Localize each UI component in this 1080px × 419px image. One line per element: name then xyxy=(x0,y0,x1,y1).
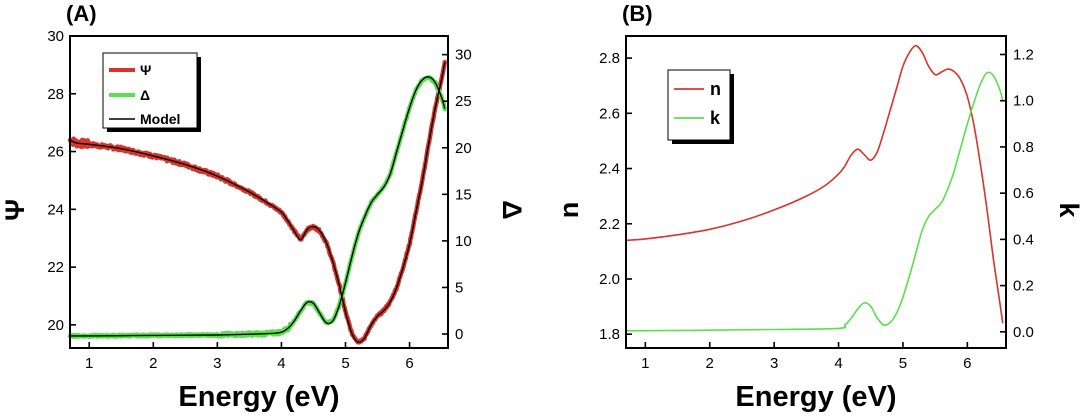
panel-b-legend-box xyxy=(667,69,731,141)
a-ytick-label: 20 xyxy=(47,317,64,334)
b-xtick-label: 3 xyxy=(770,355,778,372)
b-xtick-label: 2 xyxy=(706,355,714,372)
b-ytick-label: 1.8 xyxy=(599,326,620,343)
panel-b-ylabel: n xyxy=(554,202,584,219)
b-ytick-right-label: 1.0 xyxy=(1013,93,1034,110)
a-xtick-label: 6 xyxy=(405,355,413,372)
panel-a-frame xyxy=(69,35,449,349)
a-ytick-right-label: 25 xyxy=(455,93,472,110)
a-xtick-label: 4 xyxy=(277,355,285,372)
b-ytick-right-label: 1.2 xyxy=(1013,46,1034,63)
b-xtick-label: 6 xyxy=(963,355,971,372)
a-ytick-label: 28 xyxy=(47,86,64,103)
a-series-Model-left-line xyxy=(69,61,446,344)
a-ytick-right-label: 5 xyxy=(455,279,463,296)
legend-label-k: k xyxy=(710,108,721,128)
panel-a-legend: Ψ Δ Model xyxy=(102,52,201,132)
b-xtick-label: 1 xyxy=(641,355,649,372)
panel-b-series xyxy=(625,44,1004,332)
panel-b: (B) 1 2 3 4 5 6 1.8 2.0 2.2 2.4 2.6 2.8 0.0 0.2 0.4 0.6… xyxy=(554,1,1080,413)
a-ytick-label: 26 xyxy=(47,144,64,161)
legend-label-delta: Δ xyxy=(140,87,150,103)
a-ytick-label: 30 xyxy=(47,28,64,45)
b-series-n-left-line xyxy=(625,44,1004,324)
b-ytick-right-label: 0.8 xyxy=(1013,139,1034,156)
a-ytick-right-label: 10 xyxy=(455,233,472,250)
a-ytick-right-label: 15 xyxy=(455,186,472,203)
legend-label-n: n xyxy=(710,79,721,99)
a-ytick-label: 22 xyxy=(47,259,64,276)
b-ytick-label: 2.0 xyxy=(599,271,620,288)
panel-a-ylabel: Ψ xyxy=(0,199,30,221)
panel-b-xlabel: Energy (eV) xyxy=(735,381,896,413)
panel-a-ylabel-right: Δ xyxy=(497,200,527,219)
b-series-k-right-line xyxy=(625,71,1004,332)
panel-a-label: (A) xyxy=(66,1,97,26)
b-ytick-right-label: 0.0 xyxy=(1013,324,1034,341)
b-ytick-label: 2.4 xyxy=(599,161,620,178)
a-xtick-label: 3 xyxy=(213,355,221,372)
b-xtick-label: 5 xyxy=(899,355,907,372)
b-ytick-label: 2.6 xyxy=(599,105,620,122)
b-ytick-right-label: 0.6 xyxy=(1013,185,1034,202)
a-ytick-right-label: 0 xyxy=(455,326,463,343)
a-xtick-label: 5 xyxy=(341,355,349,372)
a-xtick-label: 2 xyxy=(149,355,157,372)
panel-a-xlabel: Energy (eV) xyxy=(178,381,339,413)
a-series-Model-right-line xyxy=(69,76,446,337)
panel-a-legend-box xyxy=(102,52,198,129)
a-ytick-right-label: 30 xyxy=(455,47,472,64)
legend-label-model: Model xyxy=(140,111,180,127)
panel-b-ticks: 1 2 3 4 5 6 1.8 2.0 2.2 2.4 2.6 2.8 0.0 0.2 0.4 0.6 0.8 1… xyxy=(599,46,1034,372)
a-ytick-label: 24 xyxy=(47,201,64,218)
panel-a: (A) 1 2 3 4 5 6 20 22 24 26 28 30 0 5 10 15 20 25 30 Ψ Δ E… xyxy=(0,1,527,413)
legend-label-psi: Ψ xyxy=(140,62,151,78)
b-ytick-label: 2.8 xyxy=(599,50,620,67)
a-ytick-right-label: 20 xyxy=(455,140,472,157)
panel-a-series xyxy=(67,59,448,345)
b-xtick-label: 4 xyxy=(834,355,842,372)
panel-a-ticks: 1 2 3 4 5 6 20 22 24 26 28 30 0 5 10 15 20 25 30 xyxy=(47,28,471,372)
b-ytick-right-label: 0.2 xyxy=(1013,278,1034,295)
b-ytick-right-label: 0.4 xyxy=(1013,231,1034,248)
a-xtick-label: 1 xyxy=(85,355,93,372)
b-ytick-label: 2.2 xyxy=(599,216,620,233)
panel-b-ylabel-right: k xyxy=(1054,202,1080,218)
panel-b-frame xyxy=(625,35,1007,349)
panel-b-legend: n k xyxy=(667,69,734,144)
panel-b-label: (B) xyxy=(622,1,653,26)
